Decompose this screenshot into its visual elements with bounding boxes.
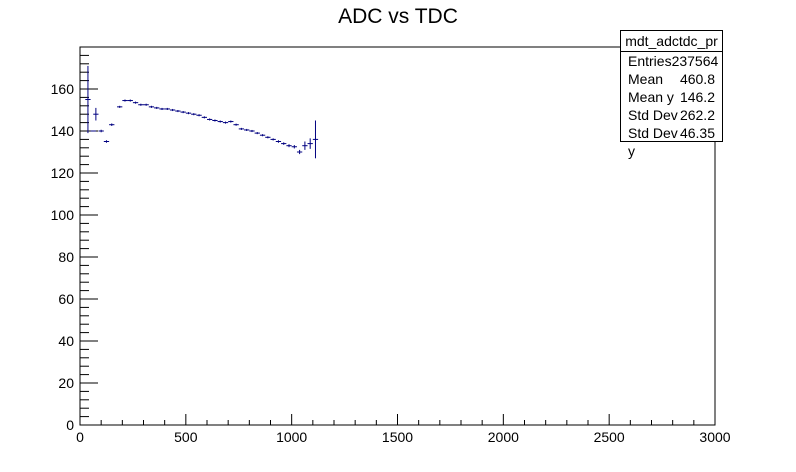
stats-row: Entries 237564 <box>621 52 722 70</box>
data-point <box>98 129 104 133</box>
data-point <box>296 149 303 155</box>
y-tick-label: 60 <box>58 291 74 307</box>
data-point <box>222 121 229 124</box>
data-point <box>275 140 282 143</box>
x-tick-label: 2000 <box>488 429 519 445</box>
data-point <box>117 105 123 108</box>
data-point <box>307 138 313 149</box>
data-point <box>233 123 239 126</box>
y-tick-label: 20 <box>58 375 74 391</box>
stats-value: 146.2 <box>679 89 715 105</box>
y-tick-label: 80 <box>58 249 74 265</box>
data-point <box>159 107 165 110</box>
stats-row: Std Dev y 46.35 <box>621 124 722 159</box>
stats-box: mdt_adctdc_pr Entries 237564 Mean 460.8 … <box>620 30 723 159</box>
stats-label: Mean <box>628 71 664 87</box>
data-point <box>270 138 276 141</box>
data-point <box>191 113 197 116</box>
stats-row: Std Dev 262.2 <box>621 106 722 124</box>
data-point <box>244 128 250 131</box>
data-point <box>281 142 287 145</box>
data-point <box>93 107 99 121</box>
data-point <box>249 129 255 133</box>
stats-value: 460.8 <box>679 71 715 87</box>
x-tick-label: 2500 <box>594 429 625 445</box>
data-point <box>207 118 213 121</box>
data-point <box>164 107 170 110</box>
data-point <box>109 123 115 126</box>
data-point <box>127 99 133 102</box>
data-point <box>122 99 128 102</box>
data-point <box>143 103 149 106</box>
x-tick-label: 1500 <box>382 429 413 445</box>
axes: 0 500 1000 1500 2000 2500 3000 0 20 40 60 80 100 120 1… <box>51 46 731 445</box>
data-point <box>196 114 202 117</box>
y-tick-label: 120 <box>51 165 75 181</box>
stats-box-title: mdt_adctdc_pr <box>621 31 722 52</box>
data-point <box>286 144 292 148</box>
data-point <box>175 110 181 113</box>
data-point <box>302 141 308 150</box>
stats-value: 237564 <box>671 53 719 69</box>
data-point <box>238 127 245 130</box>
data-point <box>201 116 207 119</box>
data-point <box>312 120 319 159</box>
stats-row: Mean 460.8 <box>621 70 722 88</box>
y-tick-label: 100 <box>51 207 75 223</box>
data-point <box>103 140 110 143</box>
stats-label: Std Dev y <box>628 125 678 159</box>
x-tick-label: 500 <box>174 429 198 445</box>
data-point <box>259 134 266 137</box>
chart-title: ADC vs TDC <box>338 5 458 28</box>
data-point <box>291 145 297 149</box>
data-point <box>228 120 234 123</box>
data-point <box>185 112 192 115</box>
stats-value: 262.2 <box>679 107 715 123</box>
data-point <box>154 106 160 109</box>
data-point <box>169 108 176 112</box>
stats-value: 46.35 <box>679 125 715 141</box>
x-tick-label: 0 <box>76 429 84 445</box>
x-tick-label: 1000 <box>276 429 307 445</box>
data-point <box>180 111 186 114</box>
stats-row: Mean y 146.2 <box>621 88 722 106</box>
y-tick-label: 140 <box>51 123 75 139</box>
data-marks <box>85 65 319 159</box>
data-point <box>265 136 271 139</box>
data-point <box>212 119 218 122</box>
x-tick-label: 3000 <box>699 429 730 445</box>
data-point <box>138 103 144 106</box>
stats-label: Mean y <box>628 89 674 105</box>
data-point <box>132 101 139 104</box>
stats-label: Entries <box>628 53 672 69</box>
data-point <box>148 105 155 108</box>
data-point <box>85 65 91 134</box>
y-tick-label: 160 <box>51 81 75 97</box>
y-tick-label: 0 <box>66 417 74 433</box>
y-tick-label: 40 <box>58 333 74 349</box>
data-point <box>254 132 260 135</box>
data-point <box>217 120 223 123</box>
stats-label: Std Dev <box>628 107 678 123</box>
